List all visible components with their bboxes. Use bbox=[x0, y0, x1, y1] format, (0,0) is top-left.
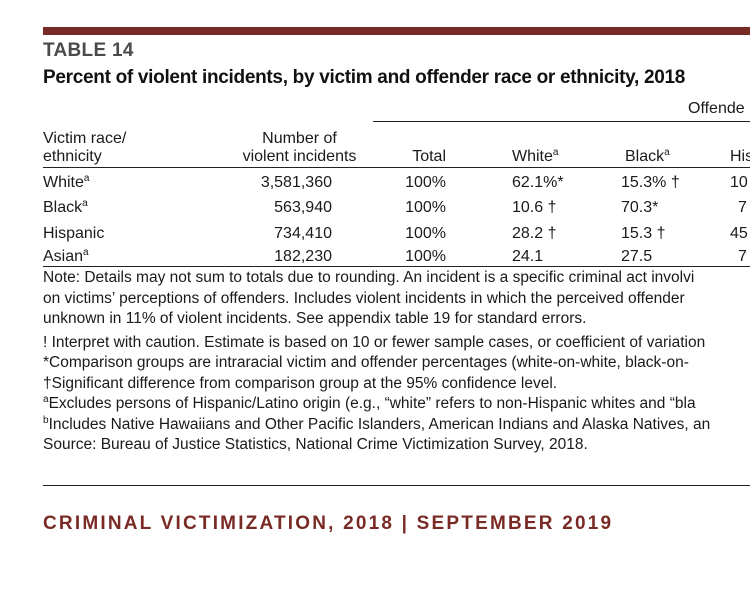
notes-bottom-rule bbox=[43, 485, 750, 486]
number-cell: 3,581,360 bbox=[260, 174, 332, 191]
total-cell: 100% bbox=[405, 174, 446, 191]
hispanic-cell: 10 bbox=[730, 174, 748, 191]
offender-group-header: Offende bbox=[688, 100, 745, 117]
table-bottom-rule bbox=[43, 266, 750, 267]
note-text: Note: Details may not sum to totals due … bbox=[43, 269, 695, 286]
significance-note: †Significant difference from comparison … bbox=[43, 374, 558, 392]
table-number: TABLE 14 bbox=[43, 40, 134, 61]
report-footer: CRIMINAL VICTIMIZATION, 2018 | SEPTEMBER… bbox=[43, 513, 614, 534]
victim-header-line1: Victim race/ bbox=[43, 130, 127, 147]
number-cell: 182,230 bbox=[274, 248, 332, 265]
header-bar bbox=[43, 27, 750, 35]
offender-header-rule bbox=[373, 121, 750, 122]
black-cell: 15.3 † bbox=[621, 225, 666, 242]
hispanic-cell: 45 bbox=[730, 225, 748, 242]
white-cell: 62.1%* bbox=[512, 174, 564, 191]
black-cell: 15.3% † bbox=[621, 174, 680, 191]
total-header: Total bbox=[412, 148, 446, 165]
footnote-b: bIncludes Native Hawaiians and Other Pac… bbox=[43, 414, 711, 433]
hispanic-cell: 7 bbox=[738, 199, 747, 216]
source-note: Source: Bureau of Justice Statistics, Na… bbox=[43, 436, 588, 453]
number-header-line1: Number of bbox=[262, 130, 337, 147]
black-cell: 27.5 bbox=[621, 248, 653, 265]
note-text: unknown in 11% of violent incidents. See… bbox=[43, 310, 587, 327]
total-cell: 100% bbox=[405, 199, 446, 216]
black-cell: 70.3* bbox=[621, 199, 659, 216]
caution-note: ! Interpret with caution. Estimate is ba… bbox=[43, 333, 706, 351]
white-offender-header: Whitea bbox=[512, 147, 559, 166]
number-cell: 563,940 bbox=[274, 199, 332, 216]
victim-cell: Blacka bbox=[43, 198, 88, 217]
victim-cell: Asiana bbox=[43, 247, 89, 266]
number-header-line2: violent incidents bbox=[242, 148, 357, 165]
victim-cell: Whitea bbox=[43, 173, 90, 192]
hispanic-offender-header: His bbox=[730, 148, 750, 165]
footnote-a: aExcludes persons of Hispanic/Latino ori… bbox=[43, 394, 696, 413]
table-notes: Note: Details may not sum to totals due … bbox=[43, 268, 750, 456]
white-cell: 28.2 † bbox=[512, 225, 557, 242]
black-offender-header: Blacka bbox=[625, 147, 670, 166]
hispanic-cell: 7 bbox=[738, 248, 747, 265]
total-cell: 100% bbox=[405, 248, 446, 265]
number-cell: 734,410 bbox=[274, 225, 332, 242]
table-title: Percent of violent incidents, by victim … bbox=[43, 67, 686, 88]
white-cell: 24.1 bbox=[512, 248, 544, 265]
header-rule bbox=[43, 167, 750, 168]
note-text: on victims’ perceptions of offenders. In… bbox=[43, 289, 685, 307]
victim-cell: Hispanic bbox=[43, 225, 105, 242]
total-cell: 100% bbox=[405, 225, 446, 242]
white-cell: 10.6 † bbox=[512, 199, 557, 216]
victim-header-line2: ethnicity bbox=[43, 148, 102, 165]
comparison-note: *Comparison groups are intraracial victi… bbox=[43, 354, 689, 371]
